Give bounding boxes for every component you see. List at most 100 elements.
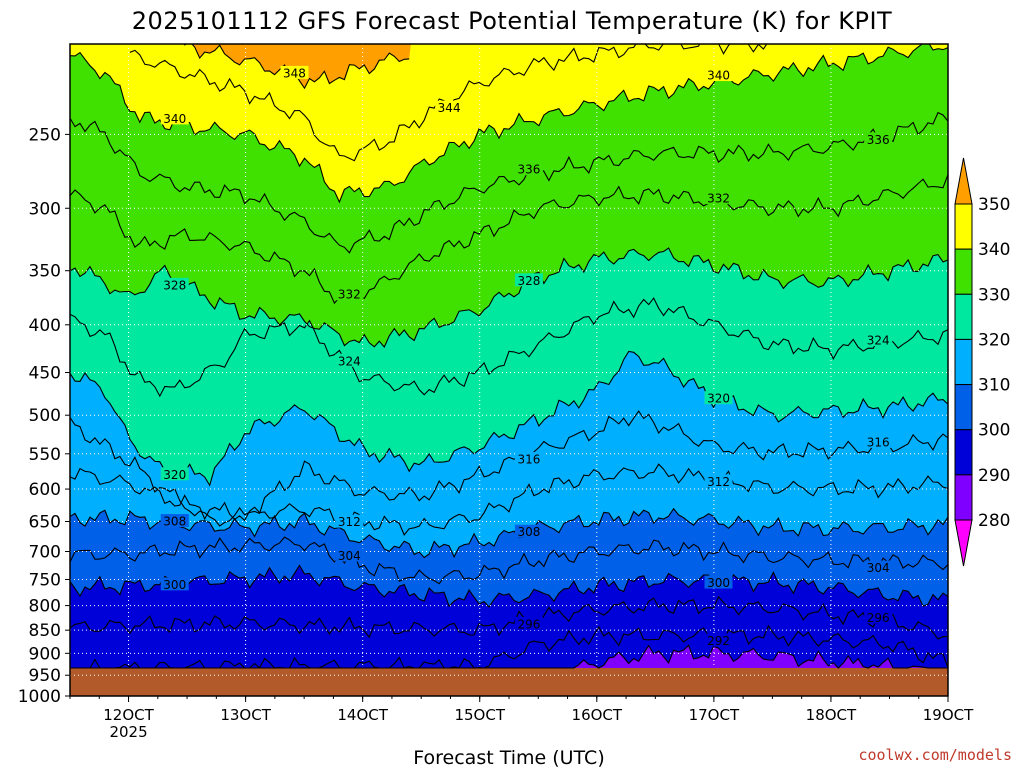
colorbar-box — [954, 248, 973, 295]
y-tick-label-350: 350 — [29, 262, 61, 282]
isentrope-label-bg — [335, 548, 364, 562]
isentrope-label-300: 300 — [707, 576, 730, 590]
credit-text: coolwx.com/models — [858, 746, 1012, 764]
x-tick-label-19OCT: 19OCT — [923, 706, 974, 724]
isentrope-label-bg — [704, 575, 733, 589]
isentrope-324 — [70, 297, 948, 398]
isentrope-label-340: 340 — [707, 69, 730, 83]
isentrope-label-bg — [704, 191, 733, 205]
isentrope-label-bg — [864, 610, 893, 624]
y-tick-label-250: 250 — [29, 125, 61, 145]
isentrope-label-336: 336 — [518, 163, 541, 177]
isentrope-label-bg — [704, 633, 733, 647]
x-axis-label: Forecast Time (UTC) — [413, 747, 604, 768]
y-tick-label-650: 650 — [29, 512, 61, 532]
surface-band — [70, 668, 948, 696]
colorbar-box — [954, 474, 973, 521]
isentrope-label-292: 292 — [707, 634, 730, 648]
y-tick-label-1000: 1000 — [18, 687, 61, 707]
theta-fill-288 — [70, 645, 948, 668]
isentrope-label-bg — [864, 560, 893, 574]
isentrope-label-bg — [160, 577, 189, 591]
colorbar-label-290: 290 — [978, 466, 1010, 486]
isentrope-label-bg — [864, 132, 893, 146]
isentrope-label-344: 344 — [438, 101, 461, 115]
colorbar-label-300: 300 — [978, 421, 1010, 441]
y-tick-label-950: 950 — [29, 666, 61, 686]
isentrope-label-bg — [704, 68, 733, 82]
isentrope-312 — [70, 463, 948, 536]
isentrope-label-bg — [864, 333, 893, 347]
isentrope-label-340: 340 — [163, 112, 186, 126]
colorbar-label-350: 350 — [978, 195, 1010, 215]
isentrope-292 — [70, 624, 948, 669]
isentrope-label-316: 316 — [867, 435, 890, 449]
isentrope-316 — [70, 410, 948, 527]
colorbar-label-310: 310 — [978, 376, 1010, 396]
isentrope-label-328: 328 — [518, 274, 541, 288]
isentrope-336 — [70, 111, 948, 254]
colorbar-box — [954, 203, 973, 250]
colorbar-label-280: 280 — [978, 511, 1010, 531]
colorbar-label-320: 320 — [978, 330, 1010, 350]
isentrope-label-312: 312 — [707, 475, 730, 489]
y-tick-label-800: 800 — [29, 597, 61, 617]
isentrope-label-bg — [160, 467, 189, 481]
isentrope-label-308: 308 — [518, 525, 541, 539]
isentrope-label-bg — [864, 434, 893, 448]
isentrope-label-324: 324 — [867, 334, 890, 348]
isentrope-label-332: 332 — [338, 288, 361, 302]
y-tick-label-450: 450 — [29, 364, 61, 384]
isentrope-label-320: 320 — [163, 468, 186, 482]
y-tick-label-400: 400 — [29, 316, 61, 336]
y-tick-label-750: 750 — [29, 570, 61, 590]
isentrope-label-296: 296 — [867, 611, 890, 625]
y-tick-label-600: 600 — [29, 480, 61, 500]
isentrope-label-bg — [160, 277, 189, 291]
isentrope-label-bg — [335, 287, 364, 301]
isentrope-label-304: 304 — [338, 549, 361, 563]
colorbar-box — [954, 338, 973, 386]
isentrope-label-bg — [704, 474, 733, 488]
isentrope-label-bg — [514, 273, 543, 287]
y-tick-label-700: 700 — [29, 543, 61, 563]
isentrope-340 — [70, 44, 948, 204]
x-tick-label-17OCT: 17OCT — [689, 706, 740, 724]
y-tick-label-500: 500 — [29, 406, 61, 426]
isentrope-332 — [70, 174, 948, 305]
isentrope-label-328: 328 — [163, 278, 186, 292]
isentrope-label-bg — [335, 353, 364, 367]
isentrope-label-bg — [514, 524, 543, 538]
colorbar-box — [954, 293, 973, 340]
isentrope-label-bg — [514, 162, 543, 176]
isentrope-label-332: 332 — [707, 192, 730, 206]
isentrope-label-bg — [704, 391, 733, 405]
colorbar-bottom-arrow — [954, 519, 973, 567]
x-tick-label-13OCT: 13OCT — [220, 706, 271, 724]
isentrope-label-bg — [514, 616, 543, 630]
isentrope-320 — [70, 350, 948, 487]
y-axis: 250 300 350 400 450 500 550 600 650 700 750 800 850 9… — [18, 125, 70, 707]
colorbar-label-330: 330 — [978, 285, 1010, 305]
isentrope-label-348: 348 — [283, 66, 306, 80]
isentrope-label-336: 336 — [867, 133, 890, 147]
y-tick-label-300: 300 — [29, 199, 61, 219]
colorbar-box — [954, 429, 973, 476]
plot-area: 292 296 296 300 300 304 304 308 308 312 312 316 316 3… — [70, 44, 948, 696]
y-tick-label-850: 850 — [29, 621, 61, 641]
isentrope-label-312: 312 — [338, 515, 361, 529]
isentrope-label-320: 320 — [707, 392, 730, 406]
isentrope-label-308: 308 — [163, 515, 186, 529]
isentrope-label-324: 324 — [338, 354, 361, 368]
isentrope-label-bg — [160, 514, 189, 528]
colorbar-top-arrow — [954, 157, 973, 205]
x-tick-label-14OCT: 14OCT — [337, 706, 388, 724]
isentrope-label-bg — [514, 452, 543, 466]
isentrope-label-bg — [160, 111, 189, 125]
isentrope-label-296: 296 — [518, 617, 541, 631]
colorbar-box — [954, 384, 973, 431]
isentrope-label-316: 316 — [518, 453, 541, 467]
x-tick-label-16OCT: 16OCT — [572, 706, 623, 724]
chart-title: 2025101112 GFS Forecast Potential Temper… — [132, 7, 892, 35]
